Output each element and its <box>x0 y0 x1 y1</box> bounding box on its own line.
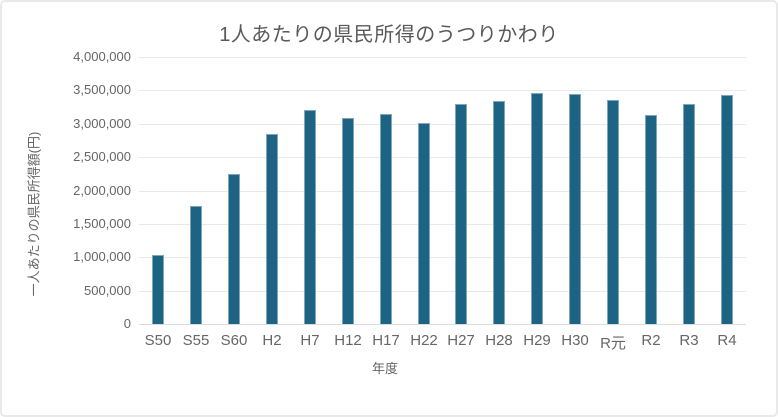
x-tick-label: H7 <box>300 332 320 349</box>
x-tick-label: S50 <box>144 332 172 349</box>
bar <box>569 94 581 324</box>
gridline <box>139 257 746 258</box>
y-tick-label: 3,500,000 <box>73 82 131 97</box>
gridline <box>139 57 746 58</box>
y-tick-label: 1,500,000 <box>73 216 131 231</box>
x-tick-label: H27 <box>447 332 475 349</box>
y-tick-label: 4,000,000 <box>73 49 131 64</box>
x-axis-line <box>139 324 746 325</box>
x-tick-label: H29 <box>523 332 551 349</box>
chart-title: 1人あたりの県民所得のうつりかわり <box>219 24 559 46</box>
y-tick-label: 500,000 <box>84 283 131 298</box>
x-tick-label: H12 <box>334 332 362 349</box>
gridline <box>139 191 746 192</box>
bar <box>493 101 505 324</box>
gridline <box>139 157 746 158</box>
gridline <box>139 291 746 292</box>
x-tick-label: H17 <box>372 332 400 349</box>
bar <box>266 134 278 324</box>
bar <box>531 93 543 324</box>
plot-area: 0 500,000 1,000,000 1,500,000 2,000,000 2,500… <box>73 50 746 352</box>
y-tick-label: 1,000,000 <box>73 249 131 264</box>
gridline <box>139 224 746 225</box>
bar <box>228 174 240 324</box>
x-tick-label: H30 <box>561 332 589 349</box>
y-tick-label: 0 <box>123 316 131 331</box>
bar <box>380 114 392 324</box>
bar <box>683 104 695 324</box>
x-tick-label: R4 <box>717 332 737 349</box>
x-tick-label: H28 <box>485 332 513 349</box>
y-tick-label: 3,000,000 <box>73 116 131 131</box>
bar <box>607 100 619 324</box>
bar <box>455 104 467 324</box>
bar <box>190 206 202 324</box>
bar <box>304 110 316 324</box>
bar <box>342 118 354 324</box>
bar <box>721 95 733 324</box>
x-tick-label: S55 <box>182 332 210 349</box>
x-tick-label: H2 <box>262 332 282 349</box>
y-tick-label: 2,000,000 <box>73 183 131 198</box>
bar <box>418 123 430 324</box>
x-tick-label: R2 <box>641 332 661 349</box>
bar <box>645 115 657 324</box>
x-tick-label: H22 <box>410 332 438 349</box>
x-tick-label: S60 <box>220 332 248 349</box>
x-tick-label: R元 <box>600 335 626 352</box>
x-tick-label: R3 <box>679 332 699 349</box>
y-tick-label: 2,500,000 <box>73 149 131 164</box>
gridline <box>139 90 746 91</box>
bar <box>152 255 164 324</box>
x-axis-title: 年度 <box>371 361 398 376</box>
gridline <box>139 124 746 125</box>
